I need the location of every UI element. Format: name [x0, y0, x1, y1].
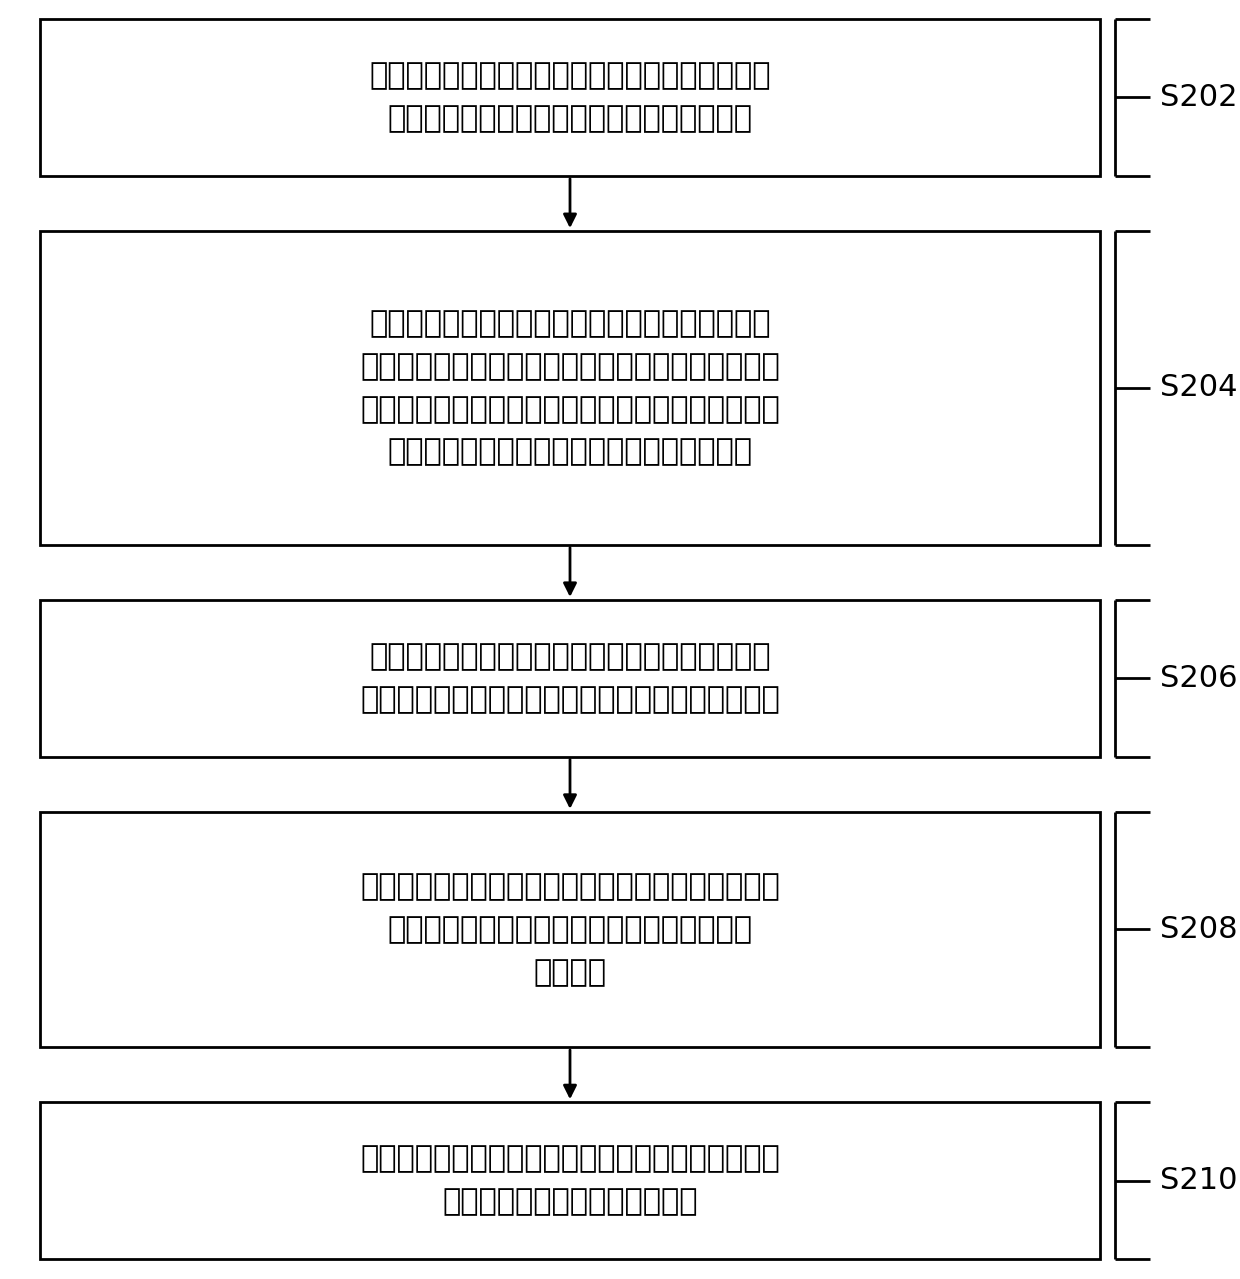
Bar [40, 812, 1100, 1048]
Text: S210: S210 [1159, 1166, 1238, 1195]
Text: S204: S204 [1159, 373, 1238, 403]
Text: 基于变电站设备点云模型获取变电站设备的尺寸信
息，根据变电站设备的尺寸信息构建变电站设备模型: 基于变电站设备点云模型获取变电站设备的尺寸信 息，根据变电站设备的尺寸信息构建变… [360, 642, 780, 714]
Text: S202: S202 [1159, 83, 1238, 113]
Bar [40, 19, 1100, 177]
Bar [40, 600, 1100, 757]
Text: 获取变电站点云数据，对变电站点云数据进行地形
数据分离处理，得到变电站场平区域点云数据: 获取变电站点云数据，对变电站点云数据进行地形 数据分离处理，得到变电站场平区域点… [370, 61, 771, 133]
Text: S208: S208 [1159, 914, 1238, 944]
Text: 根据三维数字化设备模型以及变电站设施点云模型，
得到变电站数字化三维工程模型: 根据三维数字化设备模型以及变电站设施点云模型， 得到变电站数字化三维工程模型 [360, 1145, 780, 1216]
Text: S206: S206 [1159, 664, 1238, 693]
Bar [40, 1102, 1100, 1259]
Text: 获取变电站设备的电气属性信息，基于电气属性信息
以及对应的变电站设备模型，构建三维数字化
设备模型: 获取变电站设备的电气属性信息，基于电气属性信息 以及对应的变电站设备模型，构建三… [360, 872, 780, 986]
Bar [40, 231, 1100, 545]
Text: 从变电站场平区域点云数据内提取变电站设备点云
数据和变电站设施点云数据，分别对变电站设备点云
数据和变电站设施点云数据进行聚类和曲面重建，得
到变电站设备点云模: 从变电站场平区域点云数据内提取变电站设备点云 数据和变电站设施点云数据，分别对变… [360, 310, 780, 467]
